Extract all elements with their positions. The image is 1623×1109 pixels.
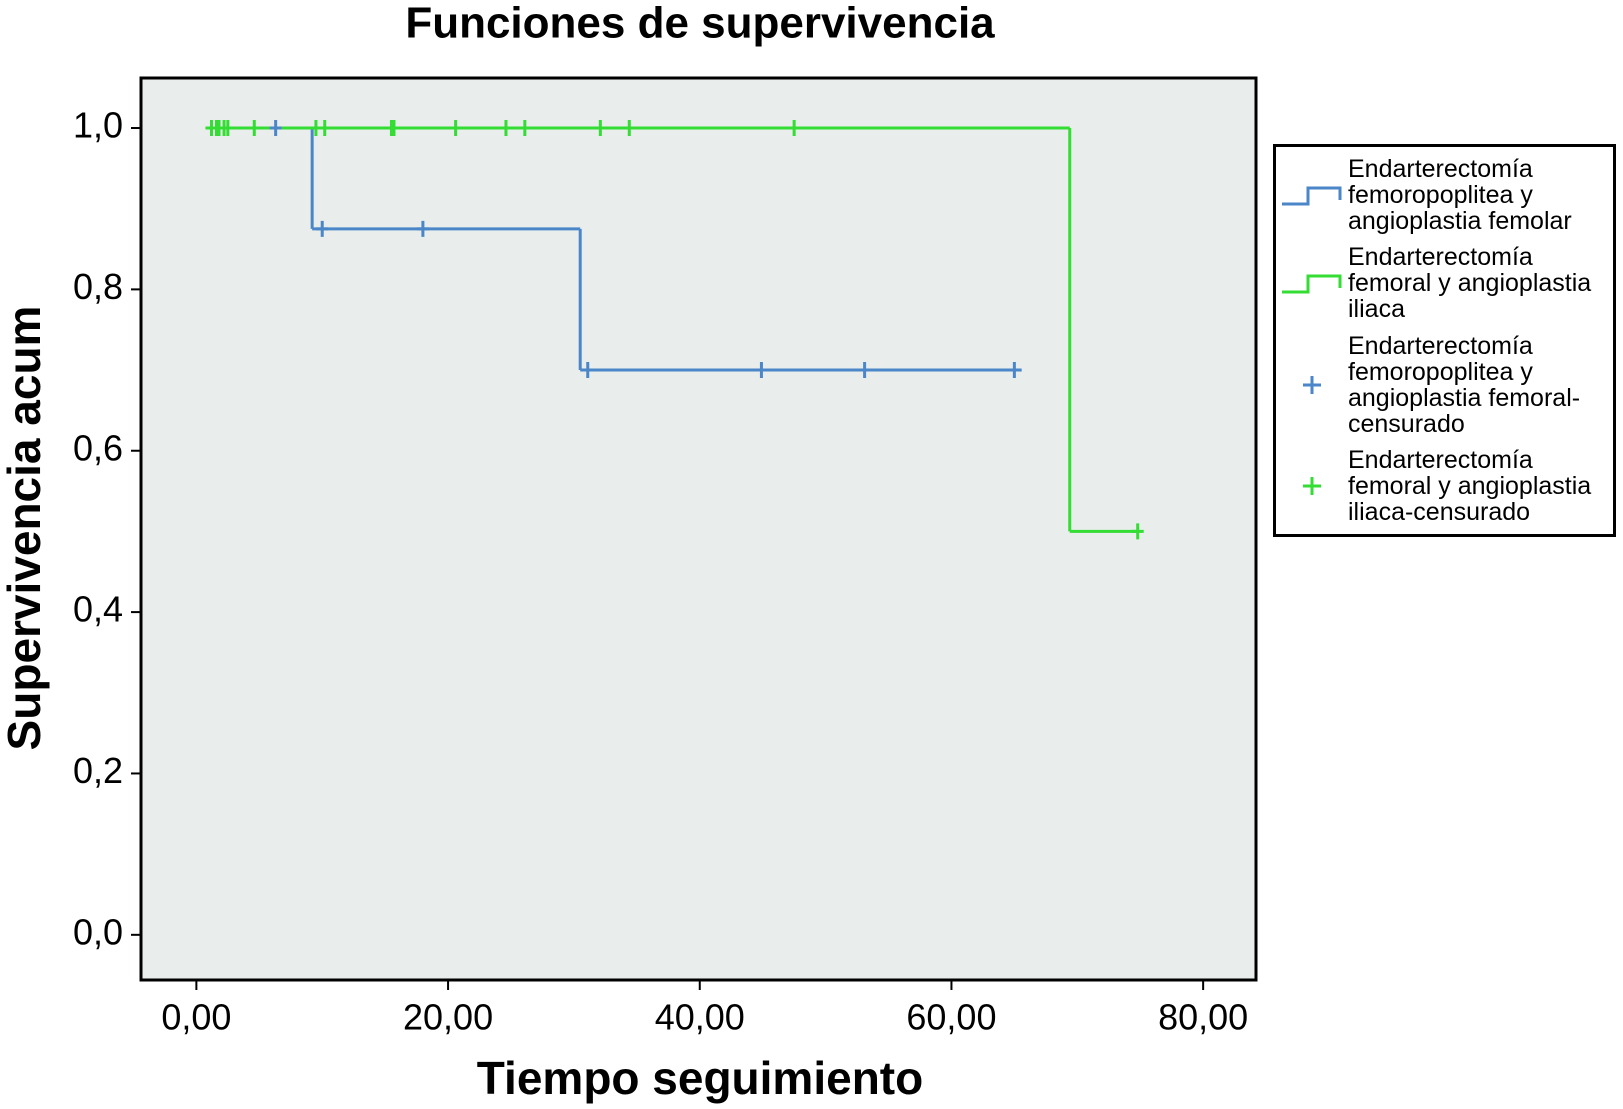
legend: Endarterectomía femoropoplitea y angiopl… (1273, 144, 1616, 537)
legend-glyph (1282, 274, 1342, 294)
y-tick-label: 1,0 (73, 105, 123, 146)
censor-mark (449, 120, 462, 137)
x-tick-label: 20,00 (403, 997, 493, 1038)
legend-symbol (1303, 476, 1321, 495)
censor-mark (581, 362, 594, 379)
censor-mark (221, 120, 234, 137)
x-tick-label: 80,00 (1158, 997, 1248, 1038)
censor-mark (316, 220, 329, 237)
y-axis-title: Supervivencia acum (0, 306, 50, 751)
legend-item: Endarterectomía femoropoplitea y angiopl… (1276, 333, 1613, 437)
x-tick-label: 40,00 (655, 997, 745, 1038)
chart-title: Funciones de supervivencia (405, 0, 995, 48)
y-tick-label: 0,2 (73, 750, 123, 791)
censor-mark (858, 362, 871, 379)
plot-area (139, 76, 1258, 982)
legend-item: Endarterectomía femoral y angioplastia i… (1276, 244, 1613, 322)
censor-mark (248, 120, 261, 137)
censor-mark (623, 120, 636, 137)
legend-item: Endarterectomía femoropoplitea y angiopl… (1276, 156, 1613, 234)
censor-mark (416, 220, 429, 237)
censor-mark (1131, 523, 1144, 540)
y-tick-label: 0,6 (73, 427, 123, 468)
y-tick-label: 0,4 (73, 589, 123, 630)
legend-item: Endarterectomía femoral y angioplastia i… (1276, 447, 1613, 525)
legend-glyph (1282, 186, 1342, 206)
legend-label: Endarterectomía femoral y angioplastia i… (1348, 243, 1592, 324)
legend-symbol (1303, 375, 1321, 394)
censor-mark (387, 120, 400, 137)
censor-mark (499, 120, 512, 137)
legend-label: Endarterectomía femoropoplitea y angiopl… (1348, 155, 1572, 236)
legend-symbol (1282, 186, 1342, 206)
censor-mark (269, 120, 282, 137)
y-tick-label: 0,8 (73, 266, 123, 307)
x-axis-title: Tiempo seguimiento (477, 1052, 923, 1104)
legend-label: Endarterectomía femoropoplitea y angiopl… (1348, 331, 1581, 438)
legend-label: Endarterectomía femoral y angioplastia i… (1348, 445, 1592, 526)
legend-symbol (1282, 274, 1342, 294)
x-tick-label: 0,00 (161, 997, 231, 1038)
legend-glyph (1303, 476, 1321, 495)
y-tick-label: 0,0 (73, 911, 123, 952)
legend-glyph (1303, 375, 1321, 394)
censor-mark (1008, 362, 1021, 379)
censor-mark (518, 120, 531, 137)
censor-mark (318, 120, 331, 137)
x-tick-label: 60,00 (906, 997, 996, 1038)
censor-mark (594, 120, 607, 137)
censor-mark (755, 362, 768, 379)
censor-mark (788, 120, 801, 137)
